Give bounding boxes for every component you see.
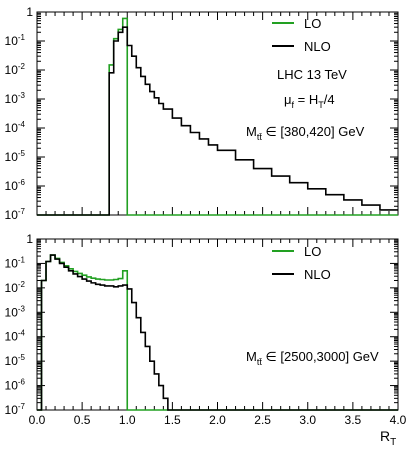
bottom-y-tick-label: 10-1 [5, 255, 26, 270]
bottom-x-tick-label: 3.0 [299, 413, 316, 427]
mass-range: ∈ [2500,3000] GeV [262, 349, 379, 364]
mass-symbol: M [246, 124, 257, 139]
bottom-x-tick-label: 0.5 [74, 413, 91, 427]
bottom-x-tick-label: 2.5 [254, 413, 271, 427]
top-y-tick-label: 10-5 [5, 149, 26, 164]
top-plot-frame [36, 11, 399, 216]
top-y-tick-label: 10-6 [5, 178, 26, 193]
mu-equals: = H [294, 92, 318, 107]
mass-symbol: M [246, 349, 257, 364]
x-axis-label-main: R [380, 428, 390, 444]
top-y-tick-label: 10-2 [5, 62, 26, 77]
x-axis-label-sub: T [390, 437, 396, 448]
top-series-lo [37, 17, 398, 216]
bottom-legend: LO NLO [272, 244, 331, 282]
top-y-tick-label: 10-1 [5, 33, 26, 48]
bottom-x-tick-label: 4.0 [390, 413, 407, 427]
bottom-series-group [37, 254, 398, 411]
bottom-x-tick-label: 1.0 [119, 413, 136, 427]
mu-symbol: μ [284, 92, 292, 107]
mass-subscript: tt̄ [257, 132, 263, 142]
top-series-nlo [37, 26, 398, 216]
bottom-y-tick-label: 10-6 [5, 378, 26, 393]
top-y-tick-label: 10-3 [5, 91, 26, 106]
bottom-x-tick-label: 2.0 [209, 413, 226, 427]
bottom-y-tick-label: 10-5 [5, 353, 26, 368]
top-axis-ticks: 10-7 10-6 10-5 10-4 10-3 10-2 10-11 [5, 5, 399, 222]
top-annotation-scale: μf = HT/4 [284, 92, 335, 110]
bottom-y-tick-label: 10-3 [5, 304, 26, 319]
bottom-x-tick-label: 0.0 [29, 413, 46, 427]
top-y-tick-label: 10-4 [5, 120, 26, 135]
bottom-y-tick-label: 10-7 [5, 402, 26, 417]
top-annotation-mass: Mtt̄ ∈ [380,420] GeV [246, 124, 365, 142]
top-y-tick-label: 1 [26, 5, 33, 19]
top-panel: 10-7 10-6 10-5 10-4 10-3 10-2 10-11 LO NLO LHC… [5, 5, 399, 222]
mu-divisor: /4 [324, 92, 335, 107]
bottom-y-tick-label: 10-4 [5, 329, 26, 344]
mu-subscript: f [292, 100, 295, 110]
bottom-panel: 10-7 10-6 10-5 10-4 10-3 10-2 10-11 0.0 0.5 1.0 1.… [5, 232, 407, 448]
bottom-legend-nlo-label: NLO [304, 267, 331, 282]
bottom-plot-frame [36, 238, 399, 411]
top-series-group [37, 17, 398, 216]
top-legend: LO NLO [272, 16, 331, 54]
x-axis-label: RT [380, 428, 396, 448]
bottom-y-tick-label: 10-2 [5, 280, 26, 295]
mass-subscript: tt̄ [257, 357, 263, 367]
top-annotation-lhc: LHC 13 TeV [277, 67, 347, 82]
bottom-x-tick-label: 1.5 [164, 413, 181, 427]
mass-range: ∈ [380,420] GeV [262, 124, 365, 139]
top-legend-lo-label: LO [304, 16, 321, 31]
top-legend-nlo-label: NLO [304, 39, 331, 54]
bottom-series-lo [37, 254, 398, 411]
bottom-y-tick-label: 1 [26, 232, 33, 246]
bottom-annotation-mass: Mtt̄ ∈ [2500,3000] GeV [246, 349, 379, 367]
bottom-legend-lo-label: LO [304, 244, 321, 259]
bottom-x-tick-label: 3.5 [345, 413, 362, 427]
top-y-tick-label: 10-7 [5, 207, 26, 222]
mu-t-subscript: T [318, 100, 324, 110]
bottom-series-nlo [37, 254, 398, 411]
bottom-axis-ticks: 10-7 10-6 10-5 10-4 10-3 10-2 10-11 0.0 0.5 1.0 1.… [5, 232, 407, 427]
